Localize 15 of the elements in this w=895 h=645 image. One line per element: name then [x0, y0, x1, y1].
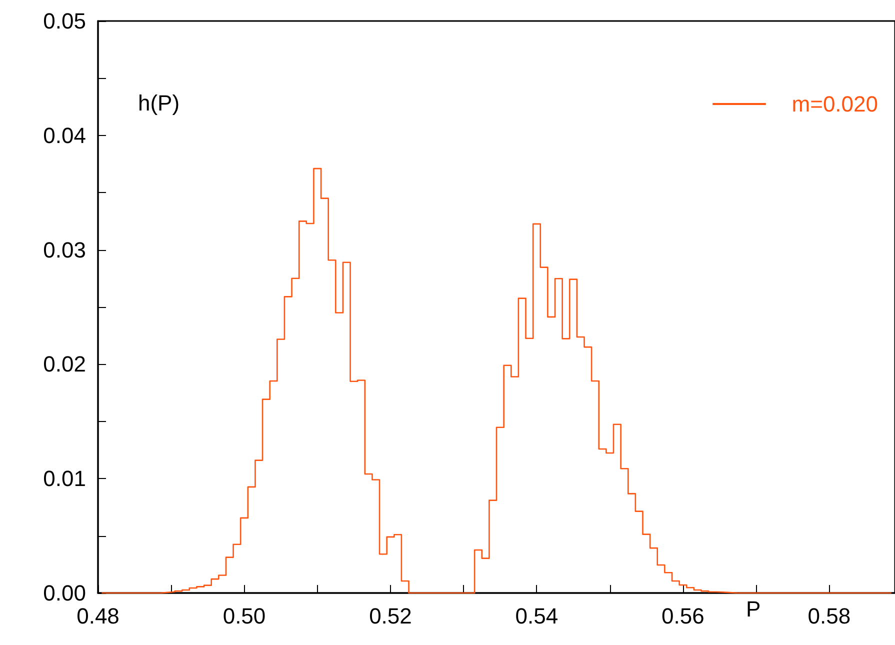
y-tick-label: 0.02 — [43, 352, 86, 377]
y-tick-label: 0.00 — [43, 580, 86, 606]
x-tick-label: 0.52 — [369, 604, 412, 628]
y-axis-title: h(P) — [138, 90, 180, 116]
x-axis-title: P — [746, 596, 761, 622]
y-tick-label: 0.01 — [43, 466, 86, 492]
y-tick-label: 0.03 — [43, 237, 86, 262]
y-tick-label: 0.04 — [43, 122, 86, 148]
x-tick-label: 0.58 — [808, 604, 851, 628]
x-tick-label: 0.56 — [662, 604, 704, 628]
legend-label: m=0.020 — [792, 92, 878, 116]
y-tick-label: 0.05 — [43, 8, 86, 34]
x-tick-label: 0.54 — [515, 604, 558, 628]
x-tick-label: 0.48 — [76, 604, 120, 628]
x-tick-label: 0.50 — [222, 604, 266, 628]
